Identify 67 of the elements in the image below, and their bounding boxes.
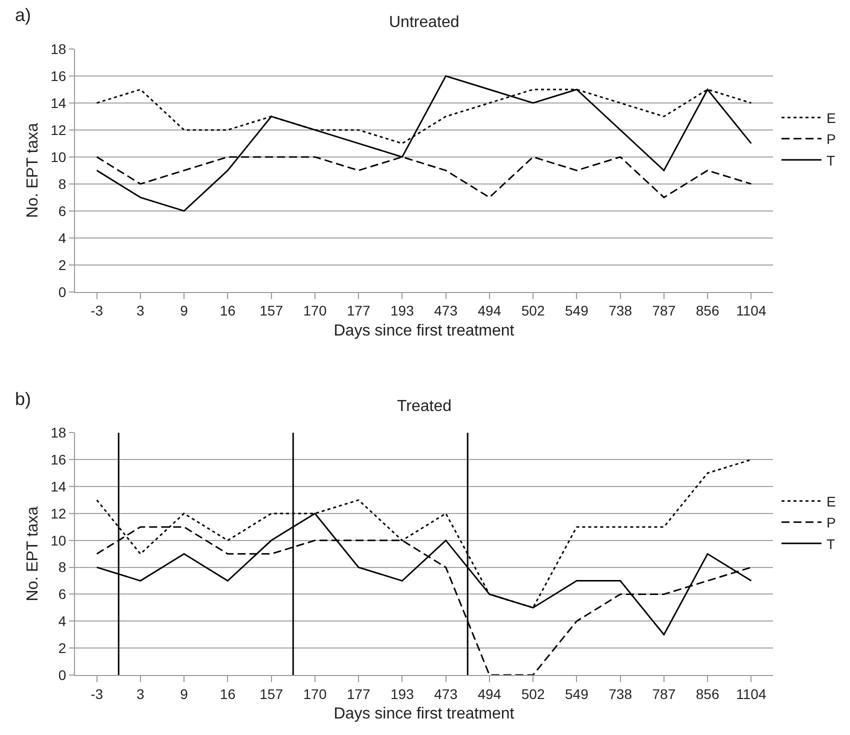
x-tick-label: 549: [565, 686, 589, 702]
legend-label: E: [826, 493, 836, 510]
x-tick-label: 1104: [736, 302, 766, 319]
legend-label: P: [826, 131, 836, 148]
x-tick-label: 787: [652, 686, 676, 702]
text: b): [15, 389, 32, 409]
y-tick-label: 16: [50, 68, 66, 84]
x-tick-label: 157: [260, 302, 284, 319]
y-tick-label: 16: [50, 452, 66, 468]
y-tick-label: 8: [58, 176, 66, 192]
y-tick-label: 0: [58, 666, 66, 683]
x-tick-label: 473: [434, 302, 458, 319]
y-tick-label: 6: [58, 202, 66, 219]
x-tick-label: 3: [136, 302, 145, 319]
x-tick-label: -3: [90, 686, 104, 702]
x-tick-label: 16: [220, 686, 236, 702]
x-tick-label: 473: [434, 686, 458, 702]
y-tick-label: 2: [58, 640, 66, 656]
x-tick-label: 502: [521, 686, 545, 702]
x-axis-title: Days since first treatment: [334, 706, 515, 722]
legend-label: E: [826, 110, 836, 126]
x-tick-label: -3: [90, 302, 104, 319]
x-tick-label: 494: [478, 686, 502, 702]
x-tick-label: 738: [608, 302, 632, 319]
y-tick-label: 12: [50, 122, 66, 138]
y-tick-label: 2: [58, 256, 66, 273]
y-tick-label: 4: [58, 613, 66, 630]
y-tick-label: 10: [50, 532, 66, 548]
x-tick-label: 157: [260, 686, 284, 702]
legend-label: T: [826, 152, 836, 168]
y-tick-label: 18: [50, 40, 66, 57]
x-tick-label: 502: [521, 302, 545, 319]
y-tick-label: 14: [50, 478, 66, 494]
y-tick-label: 12: [50, 505, 66, 522]
y-tick-label: 8: [58, 559, 66, 576]
x-tick-label: 856: [696, 302, 720, 319]
y-tick-label: 0: [58, 284, 66, 300]
x-tick-label: 177: [346, 686, 370, 702]
legend-label: P: [826, 514, 836, 531]
y-axis-title: No. EPT taxa: [24, 122, 42, 218]
x-tick-label: 738: [608, 686, 632, 702]
x-tick-label: 1104: [736, 686, 766, 702]
legend-label: T: [826, 536, 836, 552]
x-axis-title: Days since first treatment: [334, 322, 515, 340]
x-tick-label: 9: [180, 302, 188, 319]
x-tick-label: 3: [136, 686, 145, 702]
line-series: [96, 75, 752, 212]
x-tick-label: 16: [220, 302, 236, 319]
y-axis-title: No. EPT taxa: [24, 506, 42, 602]
x-tick-label: 193: [390, 302, 414, 319]
x-tick-label: 193: [390, 686, 414, 702]
text: a): [15, 5, 32, 25]
x-tick-label: 9: [180, 686, 188, 702]
y-tick-label: 14: [50, 94, 66, 111]
y-tick-label: 6: [58, 586, 66, 602]
y-tick-label: 4: [58, 230, 66, 246]
x-tick-label: 170: [303, 302, 327, 319]
x-tick-label: 856: [696, 686, 720, 702]
chart-title: Untreated: [389, 14, 460, 31]
y-tick-label: 10: [50, 148, 66, 165]
chart-title: Treated: [397, 398, 452, 415]
x-tick-label: 494: [478, 302, 502, 319]
x-tick-label: 549: [565, 302, 589, 319]
y-tick-label: 18: [50, 424, 66, 441]
x-tick-label: 170: [303, 686, 327, 702]
x-tick-label: 787: [652, 302, 676, 319]
x-tick-label: 177: [346, 302, 370, 319]
